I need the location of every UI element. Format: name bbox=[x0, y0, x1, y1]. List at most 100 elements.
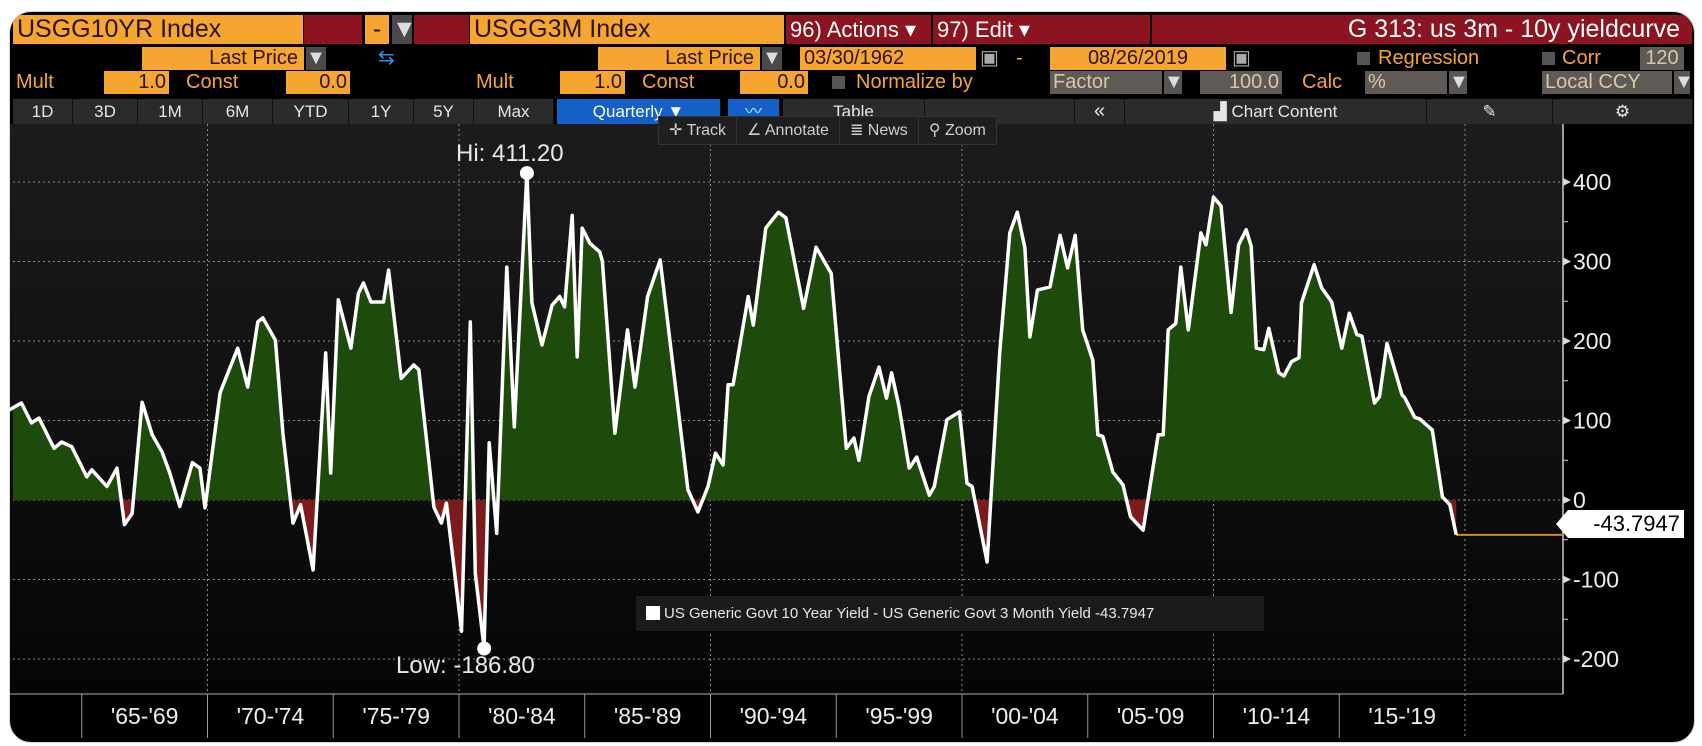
calendar-icon[interactable]: ▣ bbox=[1232, 47, 1251, 69]
news-label: News bbox=[867, 122, 908, 139]
corr-period-input[interactable]: 120 bbox=[1640, 47, 1684, 70]
edit-chart-icon[interactable]: ✎ bbox=[1427, 99, 1553, 124]
range-6m[interactable]: 6M bbox=[203, 99, 273, 124]
mult1-label: Mult bbox=[16, 71, 54, 93]
x-period-label: '65-'69 bbox=[111, 703, 179, 729]
x-period-label: '90-'94 bbox=[740, 703, 808, 729]
normalize-select[interactable]: Factor bbox=[1050, 71, 1162, 94]
news-icon: ≣ bbox=[849, 122, 868, 139]
y-tick-label: 0 bbox=[1573, 487, 1586, 513]
track-label: Track bbox=[686, 122, 726, 139]
news-tool[interactable]: ≣ News bbox=[840, 117, 919, 144]
calendar-icon[interactable]: ▣ bbox=[980, 47, 999, 69]
y-tick-label: 100 bbox=[1573, 408, 1611, 434]
field2-select[interactable]: Last Price bbox=[598, 47, 760, 70]
low-label: Low: -186.80 bbox=[396, 652, 535, 679]
legend-text: US Generic Govt 10 Year Yield - US Gener… bbox=[664, 605, 1155, 622]
hi-label: Hi: 411.20 bbox=[456, 140, 564, 167]
collapse-button[interactable]: « bbox=[1075, 99, 1125, 124]
last-value-label: -43.7947 bbox=[1556, 510, 1684, 538]
pencil-icon: ∠ bbox=[746, 122, 765, 139]
y-tick-label: 200 bbox=[1573, 328, 1611, 354]
x-period-label: '15-'19 bbox=[1368, 703, 1436, 729]
y-tick bbox=[1563, 655, 1571, 663]
security1-field[interactable]: USGG10YR Index bbox=[13, 15, 303, 44]
magnifier-icon: ⚲ bbox=[928, 122, 945, 139]
range-ytd[interactable]: YTD bbox=[273, 99, 349, 124]
y-tick-label: -100 bbox=[1573, 567, 1619, 593]
x-period-label: '00-'04 bbox=[991, 703, 1059, 729]
annotate-tool[interactable]: ∠ Annotate bbox=[737, 117, 840, 144]
end-date-input[interactable]: 08/26/2019 bbox=[1050, 47, 1226, 70]
x-period-label: '85-'89 bbox=[614, 703, 682, 729]
settings-gear-icon[interactable]: ⚙ bbox=[1553, 99, 1693, 124]
operator-field[interactable]: - bbox=[365, 15, 389, 44]
spacer bbox=[414, 15, 469, 44]
x-period-label: '70-'74 bbox=[237, 703, 305, 729]
spacer bbox=[304, 15, 362, 44]
y-tick-label: 300 bbox=[1573, 249, 1611, 275]
track-tool[interactable]: ✛ Track bbox=[659, 117, 737, 144]
chart-content-button[interactable]: ▟ Chart Content bbox=[1125, 99, 1427, 124]
normalize-label: Normalize by bbox=[856, 71, 973, 93]
calc-dropdown-icon[interactable]: ▼ bbox=[1449, 71, 1469, 94]
y-tick bbox=[1563, 416, 1571, 425]
range-1d[interactable]: 1D bbox=[13, 99, 73, 124]
actions-menu[interactable]: 96) Actions ▾ bbox=[786, 15, 931, 44]
spread-series-line bbox=[7, 171, 1458, 651]
range-max[interactable]: Max bbox=[474, 99, 554, 124]
y-tick bbox=[1563, 178, 1571, 186]
corr-label: Corr bbox=[1562, 47, 1601, 69]
const1-input[interactable]: 0.0 bbox=[286, 71, 350, 94]
regression-checkbox[interactable] bbox=[1357, 52, 1370, 65]
legend-swatch bbox=[646, 606, 660, 620]
chart-tools-bar: ✛ Track ∠ Annotate ≣ News ⚲ Zoom bbox=[658, 116, 997, 145]
const1-label: Const bbox=[186, 71, 239, 93]
factor-input[interactable]: 100.0 bbox=[1200, 71, 1282, 94]
calc-label: Calc bbox=[1302, 71, 1343, 93]
normalize-checkbox[interactable] bbox=[832, 76, 845, 89]
regression-label: Regression bbox=[1378, 47, 1480, 69]
y-tick bbox=[1563, 575, 1571, 584]
field1-select[interactable]: Last Price bbox=[142, 47, 304, 70]
x-period-label: '10-'14 bbox=[1243, 703, 1311, 729]
chart-legend[interactable]: US Generic Govt 10 Year Yield - US Gener… bbox=[636, 596, 1264, 631]
range-3d[interactable]: 3D bbox=[73, 99, 138, 124]
swap-icon[interactable]: ⇆ bbox=[378, 47, 395, 69]
chart-title: G 313: us 3m - 10y yieldcurve bbox=[1152, 15, 1692, 44]
zoom-label: Zoom bbox=[944, 122, 986, 139]
range-1m[interactable]: 1M bbox=[138, 99, 203, 124]
security2-field[interactable]: USGG3M Index bbox=[470, 15, 784, 44]
x-period-label: '75-'79 bbox=[362, 703, 430, 729]
corr-checkbox[interactable] bbox=[1542, 52, 1555, 65]
field1-dropdown-icon[interactable]: ▼ bbox=[306, 47, 326, 70]
x-period-label: '95-'99 bbox=[865, 703, 933, 729]
range-5y[interactable]: 5Y bbox=[414, 99, 474, 124]
y-tick bbox=[1563, 257, 1571, 266]
mult2-label: Mult bbox=[476, 71, 514, 93]
y-tick-label: 400 bbox=[1573, 169, 1611, 195]
start-date-input[interactable]: 03/30/1962 bbox=[800, 47, 976, 70]
const2-input[interactable]: 0.0 bbox=[740, 71, 808, 94]
low-marker bbox=[477, 641, 492, 656]
currency-dropdown-icon[interactable]: ▼ bbox=[1674, 71, 1694, 94]
annotate-label: Annotate bbox=[764, 122, 829, 139]
y-tick bbox=[1563, 337, 1571, 345]
normalize-dropdown-icon[interactable]: ▼ bbox=[1164, 71, 1184, 94]
field2-dropdown-icon[interactable]: ▼ bbox=[762, 47, 782, 70]
y-tick-label: -200 bbox=[1573, 646, 1619, 672]
chart-content-icon: ▟ bbox=[1213, 102, 1232, 121]
x-period-label: '05-'09 bbox=[1117, 703, 1185, 729]
zoom-tool[interactable]: ⚲ Zoom bbox=[919, 117, 996, 144]
mult1-input[interactable]: 1.0 bbox=[104, 71, 169, 94]
mult2-input[interactable]: 1.0 bbox=[560, 71, 625, 94]
range-1y[interactable]: 1Y bbox=[349, 99, 414, 124]
edit-menu[interactable]: 97) Edit ▾ bbox=[933, 15, 1150, 44]
currency-select[interactable]: Local CCY bbox=[1542, 71, 1672, 94]
x-period-label: '80-'84 bbox=[488, 703, 556, 729]
hi-marker bbox=[519, 166, 534, 181]
calc-select[interactable]: % bbox=[1365, 71, 1447, 94]
y-tick bbox=[1563, 496, 1571, 504]
frequency-dropdown[interactable]: Quarterly ▼ bbox=[557, 99, 721, 124]
